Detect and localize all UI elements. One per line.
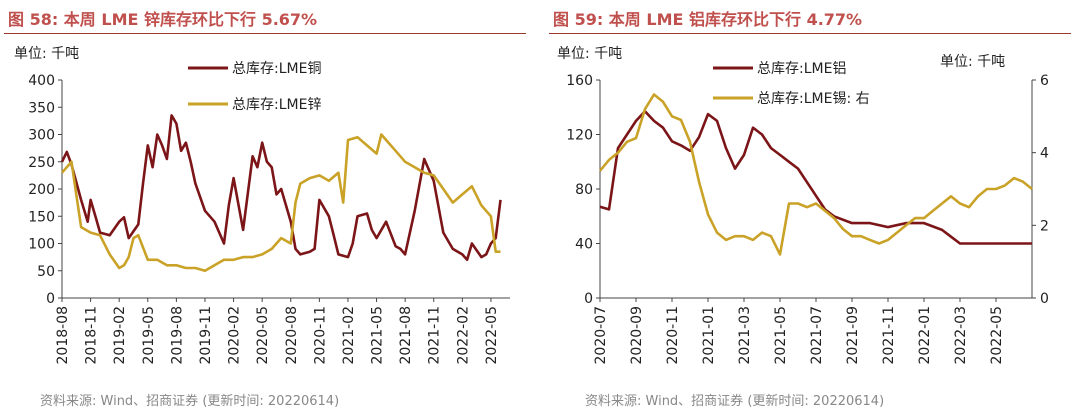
y-tick-label: 120 bbox=[566, 128, 593, 144]
title-divider bbox=[549, 33, 1071, 34]
y-tick-label: 50 bbox=[37, 264, 55, 280]
unit-label-right: 单位: 千吨 bbox=[940, 54, 1005, 70]
x-tick-label: 2021-03 bbox=[737, 306, 753, 365]
chart-title: 图 59: 本周 LME 铝库存环比下行 4.77% bbox=[553, 10, 863, 29]
legend-label-zinc: 总库存:LME锌 bbox=[232, 97, 321, 113]
x-tick-label: 2020-02 bbox=[227, 306, 243, 365]
x-tick-label: 2022-05 bbox=[484, 306, 500, 365]
legend-label-tin: 总库存:LME锡: 右 bbox=[757, 91, 870, 107]
x-tick-label: 2021-08 bbox=[398, 306, 414, 365]
x-tick-label: 2019-08 bbox=[169, 306, 185, 365]
source-note: 资料来源: Wind、招商证券 (更新时间: 20220614) bbox=[585, 394, 885, 409]
y2-tick-label: 4 bbox=[1040, 146, 1049, 162]
x-tick-label: 2020-05 bbox=[255, 306, 271, 365]
y-tick-label: 0 bbox=[584, 291, 593, 307]
x-tick-label: 2019-11 bbox=[198, 306, 214, 365]
y-tick-label: 160 bbox=[566, 73, 593, 89]
y-tick-label: 300 bbox=[28, 128, 55, 144]
x-tick-label: 2022-01 bbox=[917, 306, 933, 365]
x-tick-label: 2021-11 bbox=[881, 306, 897, 365]
x-tick-label: 2021-01 bbox=[701, 306, 717, 365]
x-tick-label: 2021-05 bbox=[370, 306, 386, 365]
x-tick-label: 2020-08 bbox=[284, 306, 300, 365]
chart-title: 图 58: 本周 LME 锌库存环比下行 5.67% bbox=[8, 10, 318, 29]
unit-label: 单位: 千吨 bbox=[557, 46, 622, 62]
x-tick-label: 2021-05 bbox=[773, 306, 789, 365]
unit-label: 单位: 千吨 bbox=[14, 46, 79, 62]
chart-plot-aluminium: 单位: 千吨 单位: 千吨 0 40 80 120 160 0 2 4 6 2020-07 2020… bbox=[557, 46, 1049, 365]
x-tick-label: 2019-02 bbox=[112, 306, 128, 365]
chart-panel-aluminium: 图 59: 本周 LME 铝库存环比下行 4.77% 单位: 千吨 单位: 千吨… bbox=[545, 0, 1075, 415]
y-tick-label: 400 bbox=[28, 73, 55, 89]
y-tick-label: 100 bbox=[28, 237, 55, 253]
y-tick-label: 80 bbox=[575, 182, 593, 198]
y2-tick-label: 2 bbox=[1040, 218, 1049, 234]
y-tick-label: 150 bbox=[28, 209, 55, 225]
y-tick-label: 250 bbox=[28, 155, 55, 171]
chart-plot-zinc: 单位: 千吨 0 50 100 150 200 250 300 350 400 2018-08 20… bbox=[14, 46, 510, 365]
source-note: 资料来源: Wind、招商证券 (更新时间: 20220614) bbox=[40, 394, 340, 409]
x-tick-label: 2020-09 bbox=[629, 306, 645, 365]
y2-tick-label: 6 bbox=[1040, 73, 1049, 89]
y-tick-label: 40 bbox=[575, 237, 593, 253]
chart-panel-zinc: 图 58: 本周 LME 锌库存环比下行 5.67% 单位: 千吨 0 50 100… bbox=[0, 0, 530, 415]
x-tick-label: 2021-02 bbox=[341, 306, 357, 365]
series-line-2 bbox=[61, 133, 501, 273]
x-tick-label: 2022-03 bbox=[953, 306, 969, 365]
x-tick-label: 2021-09 bbox=[845, 306, 861, 365]
series-line-2 bbox=[598, 93, 1033, 256]
y2-tick-label: 0 bbox=[1040, 291, 1049, 307]
y-tick-label: 200 bbox=[28, 182, 55, 198]
x-tick-label: 2020-11 bbox=[665, 306, 681, 365]
y-tick-label: 0 bbox=[46, 291, 55, 307]
series-line-1 bbox=[599, 110, 1032, 245]
x-tick-label: 2018-08 bbox=[55, 306, 71, 365]
x-tick-label: 2021-07 bbox=[809, 306, 825, 365]
series-line-1 bbox=[60, 114, 502, 262]
x-tick-label: 2019-05 bbox=[141, 306, 157, 365]
legend-label-copper: 总库存:LME铜 bbox=[232, 61, 321, 77]
x-tick-label: 2022-02 bbox=[455, 306, 471, 365]
x-tick-label: 2018-11 bbox=[84, 306, 100, 365]
x-tick-label: 2021-11 bbox=[427, 306, 443, 365]
x-tick-label: 2020-07 bbox=[593, 306, 609, 365]
legend-label-aluminium: 总库存:LME铝 bbox=[757, 61, 846, 77]
x-tick-label: 2022-05 bbox=[989, 306, 1005, 365]
y-tick-label: 350 bbox=[28, 100, 55, 116]
x-tick-label: 2020-11 bbox=[312, 306, 328, 365]
title-divider bbox=[4, 33, 526, 34]
